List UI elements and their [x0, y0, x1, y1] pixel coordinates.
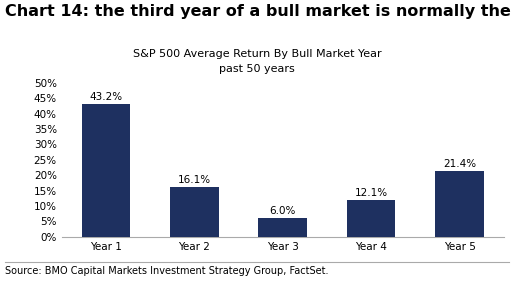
Text: Source: BMO Capital Markets Investment Strategy Group, FactSet.: Source: BMO Capital Markets Investment S… [5, 266, 328, 276]
Bar [435, 171, 484, 237]
Bar [259, 218, 307, 237]
Text: 6.0%: 6.0% [269, 207, 296, 216]
Text: past 50 years: past 50 years [219, 64, 295, 74]
Text: 16.1%: 16.1% [178, 176, 211, 185]
Bar [82, 104, 130, 237]
Text: Chart 14: the third year of a bull market is normally the worst: Chart 14: the third year of a bull marke… [5, 4, 514, 20]
Bar [347, 200, 395, 237]
Text: 21.4%: 21.4% [443, 159, 476, 169]
Bar [170, 187, 218, 237]
Text: 12.1%: 12.1% [355, 188, 388, 198]
Text: 43.2%: 43.2% [89, 92, 122, 102]
Text: S&P 500 Average Return By Bull Market Year: S&P 500 Average Return By Bull Market Ye… [133, 49, 381, 59]
